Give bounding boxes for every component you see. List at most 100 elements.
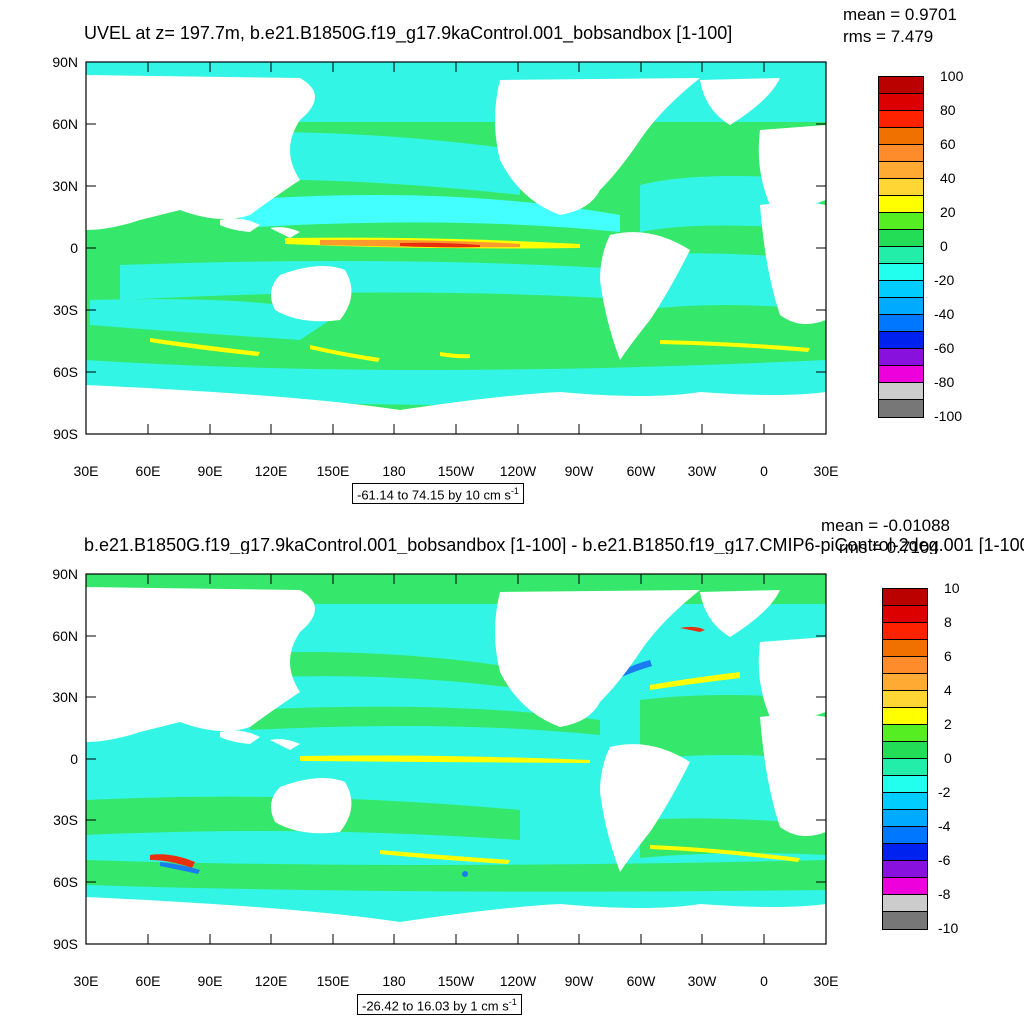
panel-2-lon-label: 60W [626,973,656,989]
colorbar-swatch [883,810,927,827]
colorbar-swatch [879,213,923,230]
panel-1-mean: mean = 0.9701 [843,5,957,24]
panel-1-colorbar [878,76,924,418]
colorbar-label: -80 [934,374,955,390]
colorbar-label: 8 [944,614,952,630]
panel-2-lat-30s: 30S [53,812,78,828]
colorbar-swatch [879,145,923,162]
colorbar-swatch [883,708,927,725]
colorbar-swatch [883,878,927,895]
panel-1-lon-label: 30W [687,463,717,479]
colorbar-label: 4 [944,682,952,698]
panel-2-lat-0: 0 [70,751,78,767]
colorbar-label: 20 [940,204,956,220]
colorbar-swatch [883,742,927,759]
panel-1-lon-label: 150E [316,463,350,479]
panel-1-frame [85,61,827,435]
panel-2-land [86,587,826,944]
colorbar-swatch [879,162,923,179]
panel-2-southern-anomalies [150,845,800,877]
colorbar-label: 0 [944,750,952,766]
colorbar-swatch [883,912,927,929]
panel-2-lat-90n: 90N [52,566,78,582]
panel-1-southern-jets [150,338,810,362]
colorbar-swatch [879,383,923,400]
panel-1-equatorial-jet [285,237,580,249]
panel-2-equatorial-anomaly [300,755,590,763]
panel-1-lon-label: 60W [626,463,656,479]
colorbar-label: -100 [934,408,963,424]
colorbar-swatch [879,230,923,247]
panel-1-lat-60n: 60N [52,116,78,132]
colorbar-label: -10 [938,920,959,936]
panel-2-lon-label: 180 [382,973,406,989]
colorbar-label: -40 [934,306,955,322]
panel-2-lat-60s: 60S [53,874,78,890]
colorbar-swatch [879,128,923,145]
colorbar-label: 0 [940,238,948,254]
panel-1-lat-60s: 60S [53,364,78,380]
colorbar-swatch [883,793,927,810]
colorbar-swatch [883,657,927,674]
panel-2-lon-label: 30E [73,973,99,989]
panel-2-mean: mean = -0.01088 [821,516,951,535]
panel-2-ocean [86,574,826,944]
panel-1-lon-label: 30E [73,463,99,479]
panel-1-lon-label: 60E [135,463,161,479]
colorbar-label: -6 [938,852,951,868]
panel-2-lon-label: 30W [687,973,717,989]
colorbar-swatch [883,589,927,606]
colorbar-swatch [879,349,923,366]
panel-1-lon-label: 150W [437,463,475,479]
colorbar-swatch [879,400,923,417]
panel-2-atlantic-anomalies [612,626,740,690]
colorbar-swatch [879,281,923,298]
panel-1-lat-90s: 90S [53,426,78,442]
colorbar-label: -2 [938,784,951,800]
colorbar-label: 2 [944,716,952,732]
colorbar-label: 6 [944,648,952,664]
colorbar-swatch [879,179,923,196]
panel-2-frame [85,573,827,945]
colorbar-swatch [883,776,927,793]
panel-1-ocean [86,62,826,434]
colorbar-label: 80 [940,102,956,118]
colorbar-swatch [883,640,927,657]
colorbar-swatch [883,844,927,861]
panel-2-title: b.e21.B1850G.f19_g17.9kaControl.001_bobs… [84,536,1024,554]
colorbar-swatch [883,861,927,878]
colorbar-swatch [879,298,923,315]
panel-2-lon-label: 60E [135,973,161,989]
panel-1-lat-90n: 90N [52,54,78,70]
colorbar-label: 40 [940,170,956,186]
panel-2-lon-label: 90W [564,973,594,989]
panel-2-rms: rms = 0.7104 [839,538,939,557]
colorbar-swatch [879,332,923,349]
colorbar-swatch [879,196,923,213]
panel-2-colorbar [882,588,928,930]
panel-1-contour-range: -61.14 to 74.15 by 10 cm s-1 [352,483,524,505]
panel-2-lon-label: 150E [316,973,350,989]
panel-2-lon-label: 90E [197,973,223,989]
panel-2-lon-label: 30E [813,973,839,989]
panel-2-zero-bands [86,574,826,892]
colorbar-swatch [883,725,927,742]
panel-2-lon-label: 150W [437,973,475,989]
panel-2-lon-label: 120W [499,973,537,989]
colorbar-swatch [883,674,927,691]
colorbar-swatch [883,759,927,776]
colorbar-swatch [883,606,927,623]
colorbar-swatch [883,623,927,640]
panel-2-contour-range: -26.42 to 16.03 by 1 cm s-1 [357,994,522,1016]
panel-1-lon-label: 120E [254,463,288,479]
panel-1-lat-30s: 30S [53,302,78,318]
panel-1-title: UVEL at z= 197.7m, b.e21.B1850G.f19_g17.… [84,23,733,43]
panel-1-ticks [85,61,827,434]
panel-1-lat-30n: 30N [52,178,78,194]
panel-2-lon-label: 0 [760,973,768,989]
panel-2-lat-90s: 90S [53,936,78,952]
panel-1-land [86,75,826,434]
panel-1-lon-label: 0 [760,463,768,479]
colorbar-swatch [883,691,927,708]
